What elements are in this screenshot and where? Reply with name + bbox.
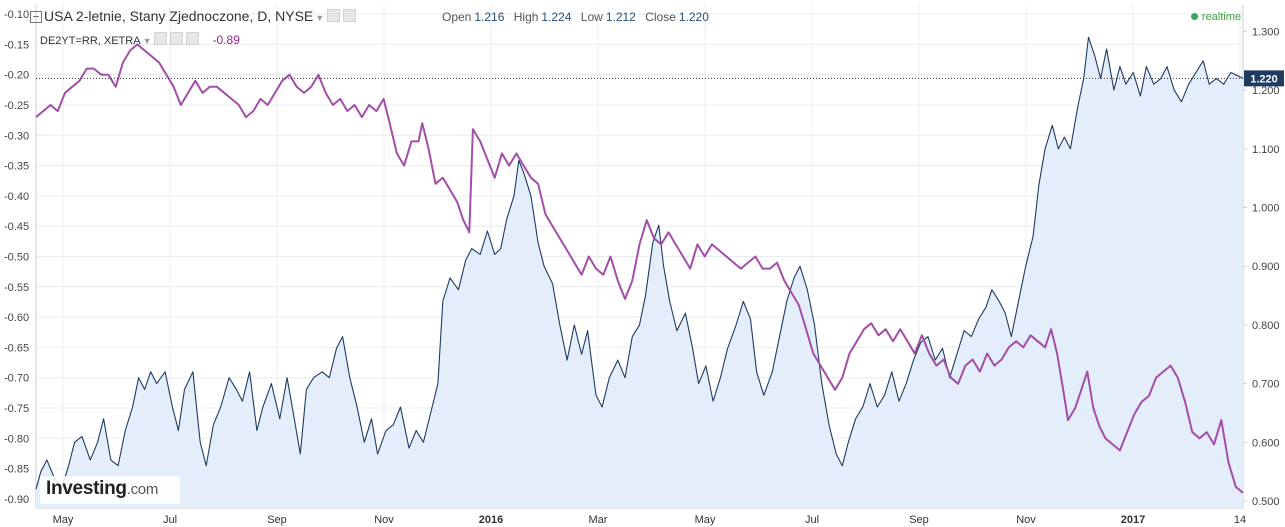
realtime-indicator: realtime: [1190, 11, 1241, 23]
realtime-dot-icon: [1190, 13, 1198, 20]
logo-domain: .com: [126, 481, 159, 498]
left-tick-label: -0.35: [4, 161, 29, 173]
chart-title: USA 2-letnie, Stany Zjednoczone, D, NYSE: [44, 8, 314, 24]
realtime-label: realtime: [1201, 11, 1241, 23]
secondary-settings-icon[interactable]: [170, 32, 184, 45]
left-tick-label: -0.30: [4, 130, 29, 142]
right-tick-label: 0.800: [1252, 320, 1280, 332]
x-tick-label: 2016: [479, 514, 503, 526]
x-tick-label: Sep: [909, 514, 929, 526]
secondary-series-line[interactable]: [35, 43, 1244, 494]
right-tick-label: 0.600: [1252, 437, 1280, 449]
left-tick-label: -0.45: [4, 221, 29, 233]
open-value: 1.216: [474, 10, 505, 24]
left-tick-label: -0.85: [4, 464, 29, 476]
right-tick-label: 1.000: [1252, 202, 1280, 214]
logo-backdrop: [40, 476, 180, 504]
last-price-label: 1.220: [1250, 73, 1278, 85]
secondary-series-row: DE2YT=RR, XETRA ▼ -0.89: [40, 32, 240, 47]
last-price-badge: [1244, 70, 1284, 87]
high-label: High: [513, 10, 539, 24]
right-tick-label: 0.500: [1252, 496, 1280, 508]
left-tick-label: -0.75: [4, 403, 29, 415]
right-tick-label: 1.200: [1252, 85, 1280, 97]
title-dropdown-icon[interactable]: ▼: [315, 13, 325, 23]
close-label: Close: [645, 10, 676, 24]
left-tick-label: -0.40: [4, 191, 29, 203]
logo-brand: Investing: [46, 478, 127, 499]
left-tick-label: -0.20: [4, 70, 29, 82]
x-tick-label: May: [695, 514, 716, 526]
secondary-value: -0.89: [212, 33, 240, 47]
x-tick-label: Sep: [267, 514, 287, 526]
high-value: 1.224: [541, 10, 572, 24]
collapse-icon[interactable]: [30, 11, 42, 23]
left-tick-label: -0.55: [4, 282, 29, 294]
left-tick-label: -0.10: [4, 9, 29, 21]
secondary-symbol: DE2YT=RR, XETRA: [40, 35, 141, 47]
secondary-dropdown-icon[interactable]: ▼: [142, 36, 152, 46]
primary-series-line[interactable]: [35, 36, 1244, 490]
secondary-remove-icon[interactable]: [186, 32, 200, 45]
x-tick-label: May: [53, 514, 74, 526]
left-tick-label: -0.80: [4, 433, 29, 445]
left-tick-label: -0.25: [4, 100, 29, 112]
low-value: 1.212: [605, 10, 636, 24]
investing-logo: Investing.com: [46, 478, 158, 500]
left-tick-label: -0.60: [4, 312, 29, 324]
left-tick-label: -0.50: [4, 252, 29, 264]
x-tick-label: 2017: [1121, 514, 1145, 526]
right-tick-label: 1.300: [1252, 26, 1280, 38]
right-tick-label: 0.900: [1252, 261, 1280, 273]
x-tick-label: Nov: [374, 514, 394, 526]
x-tick-label: Mar: [589, 514, 608, 526]
x-tick-label: 14: [1234, 514, 1246, 526]
right-tick-label: 1.100: [1252, 144, 1280, 156]
left-tick-label: -0.90: [4, 494, 29, 506]
low-label: Low: [580, 10, 603, 24]
x-tick-label: Nov: [1016, 514, 1036, 526]
close-value: 1.220: [678, 10, 709, 24]
x-tick-label: Jul: [805, 514, 819, 526]
settings-icon[interactable]: [343, 9, 357, 22]
chart-title-row: USA 2-letnie, Stany Zjednoczone, D, NYSE…: [44, 8, 357, 24]
secondary-eye-icon[interactable]: [154, 32, 168, 45]
left-tick-label: -0.70: [4, 373, 29, 385]
left-tick-label: -0.65: [4, 342, 29, 354]
primary-series-area: [36, 37, 1243, 509]
x-tick-label: Jul: [163, 514, 177, 526]
left-tick-label: -0.15: [4, 39, 29, 51]
ohlc-values: Open 1.216 High 1.224 Low 1.212 Close 1.220: [442, 10, 715, 24]
eye-icon[interactable]: [327, 9, 341, 22]
open-label: Open: [442, 10, 472, 24]
right-tick-label: 0.700: [1252, 379, 1280, 391]
